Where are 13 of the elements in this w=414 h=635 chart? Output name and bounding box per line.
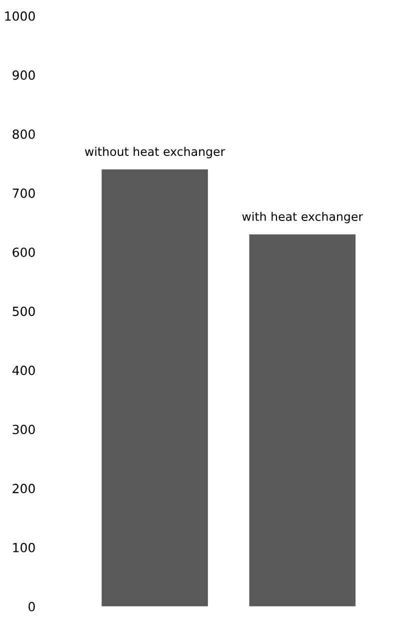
y-tick-label: 800 [12, 129, 35, 139]
y-tick-label: 1000 [5, 11, 35, 21]
annotation: with heat exchanger [242, 212, 364, 224]
y-tick-label: 500 [12, 306, 35, 316]
y-tick-label: 700 [12, 188, 35, 198]
y-tick-label: 900 [12, 70, 35, 80]
y-tick-label: 200 [12, 484, 35, 494]
y-tick-label: 600 [12, 248, 35, 258]
y-tick-label: 100 [13, 542, 35, 552]
annotation: without heat exchanger [84, 146, 226, 158]
y-tick-label: 400 [12, 366, 35, 376]
y-tick-label: 0 [28, 602, 35, 612]
y-tick-label: 300 [12, 424, 35, 434]
